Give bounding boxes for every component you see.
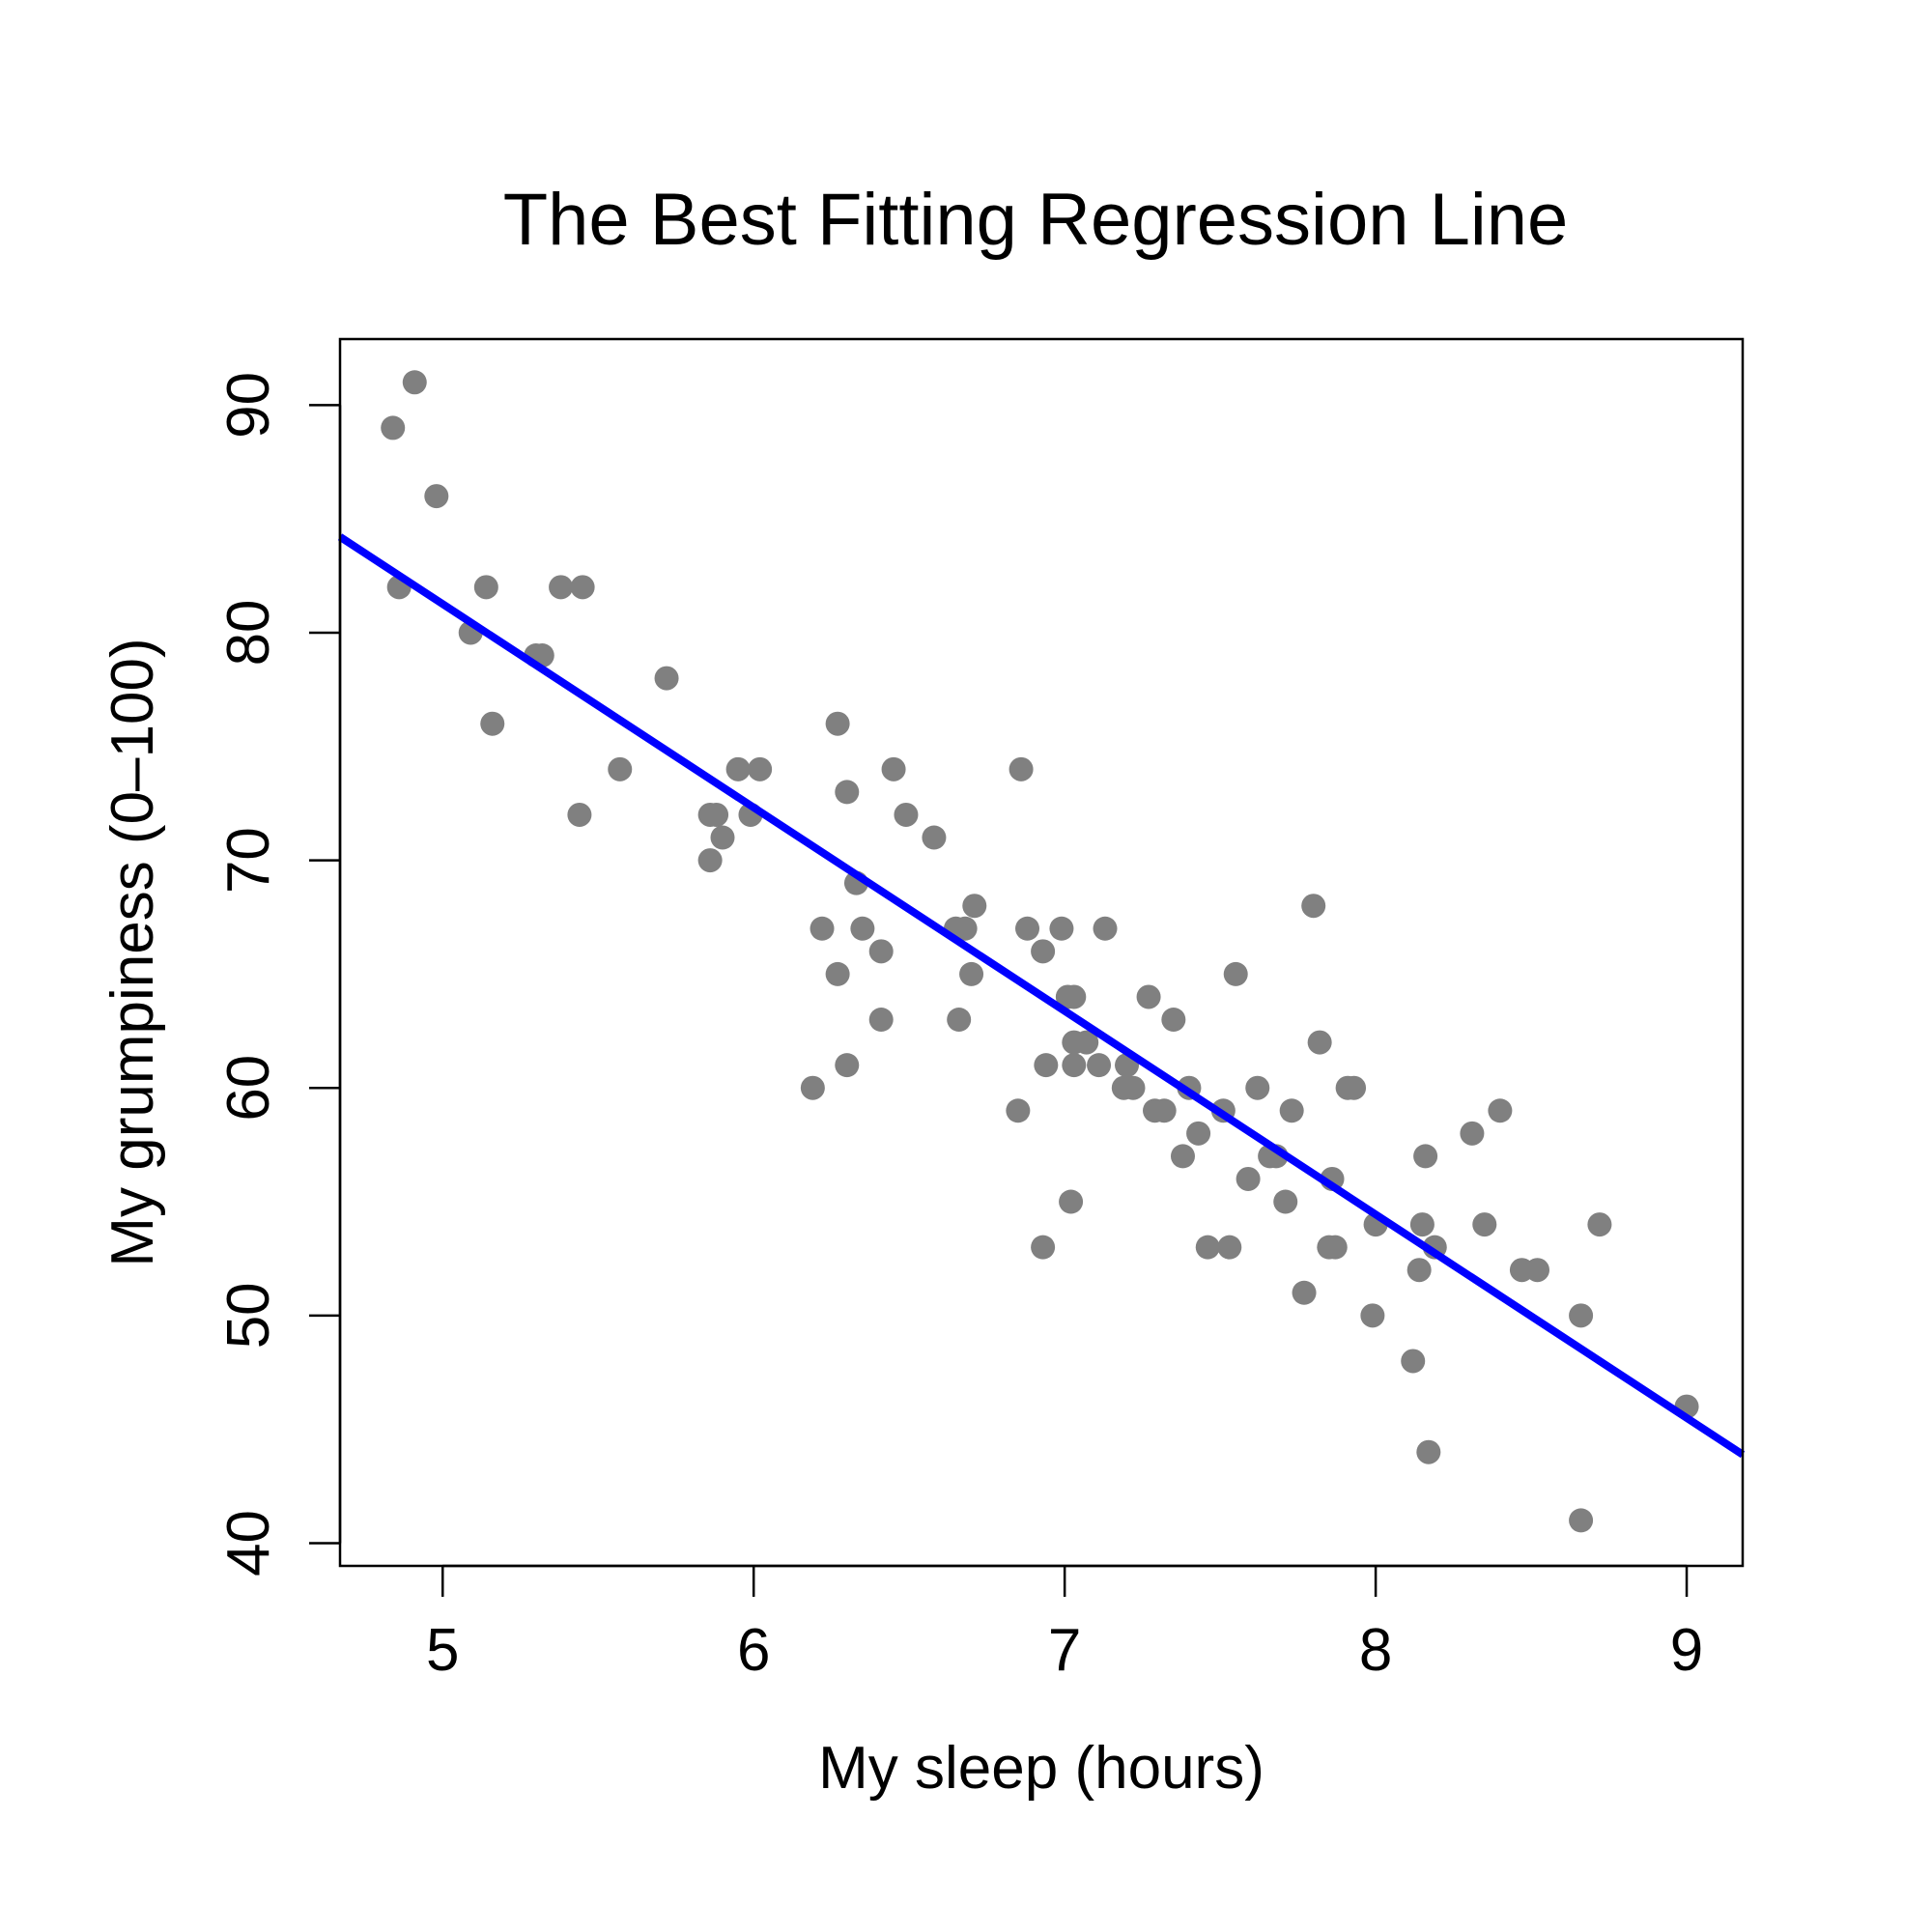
data-point [1488, 1098, 1513, 1123]
data-point [1031, 939, 1056, 964]
data-point [835, 1053, 860, 1078]
data-point [1342, 1075, 1367, 1100]
data-point [1049, 916, 1074, 941]
x-tick-label: 9 [1670, 1617, 1703, 1684]
data-point [1161, 1008, 1186, 1033]
y-tick-label: 40 [215, 1510, 282, 1577]
data-point [1151, 1098, 1177, 1123]
data-point [1307, 1030, 1332, 1055]
y-tick-label: 60 [215, 1055, 282, 1122]
y-tick-label: 70 [215, 827, 282, 894]
data-point [570, 575, 595, 600]
data-point [1059, 1189, 1084, 1214]
data-point [1245, 1075, 1270, 1100]
data-point [1223, 961, 1248, 986]
data-point [1031, 1235, 1056, 1260]
data-point [748, 756, 773, 781]
data-point [1093, 916, 1118, 941]
data-point [1121, 1075, 1146, 1100]
data-point [424, 484, 449, 509]
y-axis-label: My grumpiness (0–100) [99, 638, 166, 1266]
data-point [1074, 1030, 1099, 1055]
data-point [1409, 1212, 1435, 1237]
data-point [1136, 984, 1161, 1009]
regression-line-layer [337, 533, 1746, 1459]
data-point [608, 756, 633, 781]
x-axis-label: My sleep (hours) [818, 1735, 1264, 1802]
data-point [850, 916, 875, 941]
data-point [704, 802, 729, 827]
data-point [725, 756, 751, 781]
data-point [947, 1008, 972, 1033]
data-point [1460, 1121, 1485, 1146]
data-point [1186, 1121, 1211, 1146]
data-point [1279, 1098, 1304, 1123]
x-tick-label: 8 [1359, 1617, 1392, 1684]
data-point [1569, 1303, 1594, 1328]
data-point [1401, 1349, 1426, 1374]
data-point [710, 825, 735, 850]
x-tick-label: 5 [426, 1617, 459, 1684]
data-point [1587, 1212, 1612, 1237]
y-tick-label: 50 [215, 1282, 282, 1349]
data-points [381, 370, 1699, 1533]
data-point [1292, 1280, 1317, 1305]
data-point [480, 711, 505, 736]
data-point [868, 1008, 894, 1033]
data-point [1034, 1053, 1059, 1078]
data-point [1360, 1303, 1385, 1328]
y-axis: 40 50 60 70 80 90 [215, 372, 342, 1577]
data-point [1406, 1258, 1432, 1283]
data-point [697, 848, 723, 873]
data-point [473, 575, 498, 600]
data-point [1006, 1098, 1031, 1123]
data-point [1217, 1235, 1242, 1260]
data-point [922, 825, 947, 850]
data-point [381, 415, 406, 440]
x-tick-label: 6 [737, 1617, 770, 1684]
y-tick-label: 80 [215, 599, 282, 666]
data-point [549, 575, 574, 600]
data-point [1416, 1439, 1441, 1464]
data-point [654, 666, 679, 691]
data-point [1009, 756, 1034, 781]
data-point [1170, 1144, 1195, 1169]
data-point [567, 802, 592, 827]
data-point [1236, 1166, 1261, 1191]
data-point [1413, 1144, 1438, 1169]
data-point [800, 1075, 825, 1100]
data-point [868, 939, 894, 964]
data-point [962, 894, 987, 919]
data-point [952, 916, 978, 941]
x-axis: 5 6 7 8 9 [426, 1564, 1703, 1684]
data-point [1569, 1508, 1594, 1533]
data-point [835, 780, 860, 805]
data-point [825, 711, 850, 736]
data-point [1301, 894, 1326, 919]
y-tick-label: 90 [215, 372, 282, 439]
data-point [810, 916, 835, 941]
chart-title: The Best Fitting Regression Line [503, 179, 1569, 261]
data-point [1195, 1235, 1220, 1260]
data-point [1472, 1212, 1497, 1237]
data-point [894, 802, 919, 827]
x-tick-label: 7 [1048, 1617, 1081, 1684]
data-point [825, 961, 850, 986]
data-point [1525, 1258, 1550, 1283]
data-point [881, 756, 906, 781]
data-point [1273, 1189, 1298, 1214]
data-point [1062, 984, 1087, 1009]
data-point [1015, 916, 1040, 941]
data-point [1087, 1053, 1112, 1078]
data-point [1322, 1235, 1348, 1260]
data-point [1062, 1053, 1087, 1078]
regression-line [337, 533, 1746, 1459]
data-point [402, 370, 427, 395]
data-point [959, 961, 984, 986]
plot-frame [338, 337, 1745, 1568]
